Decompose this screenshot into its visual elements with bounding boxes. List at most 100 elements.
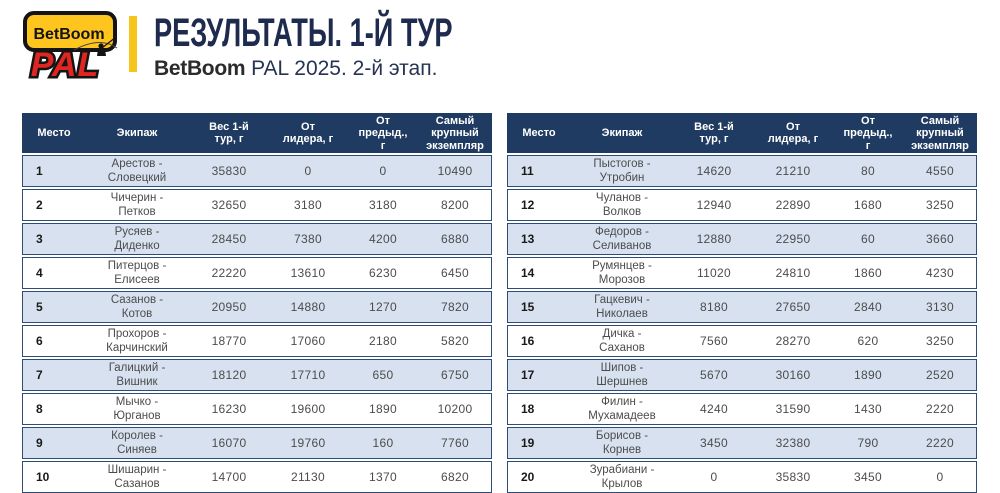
place-number: 2 <box>36 198 43 213</box>
place-number: 5 <box>36 300 43 315</box>
from-prev-value: 80 <box>861 164 875 179</box>
weight-value: 12880 <box>696 232 732 247</box>
weight-value: 7560 <box>700 334 728 349</box>
from-leader-value: 21210 <box>775 164 811 179</box>
biggest-fish-value: 3130 <box>926 300 954 315</box>
fisherman-icon <box>97 36 117 56</box>
from-leader-value: 27650 <box>775 300 811 315</box>
weight-value: 16070 <box>211 436 247 451</box>
col-header-from-prev: От предыд., г <box>358 115 408 152</box>
table-header-row: Место Экипаж Вес 1-й тур, г От лидера, г… <box>507 113 977 153</box>
team-name: Румянцев - Морозов <box>592 260 652 287</box>
weight-value: 32650 <box>211 198 247 213</box>
team-name: Королев - Синяев <box>111 430 163 457</box>
from-leader-value: 3180 <box>294 198 322 213</box>
from-leader-value: 28270 <box>775 334 811 349</box>
from-prev-value: 1890 <box>854 368 882 383</box>
from-leader-value: 13610 <box>290 266 326 281</box>
fishing-line-icon <box>73 42 118 51</box>
table-row: 4 Питерцов - Елисеев 22220 13610 6230 6450 <box>22 257 492 290</box>
place-number: 6 <box>36 334 43 349</box>
weight-value: 18770 <box>211 334 247 349</box>
yellow-divider-bar <box>129 16 137 72</box>
col-header-place: Место <box>37 127 71 140</box>
weight-value: 4240 <box>700 402 728 417</box>
logo-pal-text: PAL <box>31 46 99 82</box>
from-leader-value: 19600 <box>290 402 326 417</box>
biggest-fish-value: 2220 <box>926 402 954 417</box>
team-name: Чичерин - Петков <box>110 192 164 219</box>
team-name: Арестов - Словецкий <box>107 158 167 185</box>
team-name: Питерцов - Елисеев <box>107 260 167 287</box>
biggest-fish-value: 5820 <box>441 334 469 349</box>
biggest-fish-value: 8200 <box>441 198 469 213</box>
place-number: 9 <box>36 436 43 451</box>
from-prev-value: 620 <box>857 334 879 349</box>
from-prev-value: 4200 <box>369 232 397 247</box>
place-number: 18 <box>521 402 535 417</box>
results-page: BetBoom PAL РЕЗУЛЬТАТЫ. 1-Й ТУР BetBoom … <box>22 11 977 493</box>
betboom-pal-logo: BetBoom PAL <box>23 11 118 82</box>
from-leader-value: 0 <box>304 164 312 179</box>
weight-value: 14620 <box>696 164 732 179</box>
table-row: 10 Шишарин - Сазанов 14700 21130 1370 6820 <box>22 461 492 493</box>
from-leader-value: 19760 <box>290 436 326 451</box>
team-name: Мычко - Юрганов <box>113 396 161 423</box>
from-prev-value: 160 <box>372 436 394 451</box>
from-prev-value: 2180 <box>369 334 397 349</box>
from-prev-value: 1890 <box>369 402 397 417</box>
from-prev-value: 2840 <box>854 300 882 315</box>
biggest-fish-value: 10490 <box>437 164 473 179</box>
weight-value: 28450 <box>211 232 247 247</box>
col-header-place: Место <box>522 127 556 140</box>
col-header-team: Экипаж <box>116 127 158 140</box>
team-name: Гацкевич - Николаев <box>594 294 650 321</box>
col-header-weight: Вес 1-й тур, г <box>209 121 249 146</box>
from-leader-value: 32380 <box>775 436 811 451</box>
results-table-right: Место Экипаж Вес 1-й тур, г От лидера, г… <box>507 113 977 493</box>
biggest-fish-value: 4550 <box>926 164 954 179</box>
biggest-fish-value: 2220 <box>926 436 954 451</box>
table-row: 17 Шипов - Шершнев 5670 30160 1890 2520 <box>507 359 977 392</box>
table-row: 13 Федоров - Селиванов 12880 22950 60 3660 <box>507 223 977 256</box>
col-header-weight: Вес 1-й тур, г <box>694 121 734 146</box>
logo-yellow-box <box>23 11 117 52</box>
team-name: Федоров - Селиванов <box>592 226 652 253</box>
table-row: 11 Пыстогов - Утробин 14620 21210 80 4550 <box>507 155 977 188</box>
table-row: 3 Русяев - Диденко 28450 7380 4200 6880 <box>22 223 492 256</box>
table-row: 9 Королев - Синяев 16070 19760 160 7760 <box>22 427 492 460</box>
team-name: Сазанов - Котов <box>110 294 164 321</box>
biggest-fish-value: 10200 <box>437 402 473 417</box>
table-row: 7 Галицкий - Вишник 18120 17710 650 6750 <box>22 359 492 392</box>
biggest-fish-value: 7820 <box>441 300 469 315</box>
table-row: 20 Зурабиани - Крылов 0 35830 3450 0 <box>507 461 977 493</box>
col-header-biggest-fish: Самый крупный экземпляр <box>911 115 969 152</box>
table-row: 19 Борисов - Корнев 3450 32380 790 2220 <box>507 427 977 460</box>
team-name: Шишарин - Сазанов <box>107 464 167 491</box>
table-row: 12 Чуланов - Волков 12940 22890 1680 3250 <box>507 189 977 222</box>
col-header-biggest-fish: Самый крупный экземпляр <box>426 115 484 152</box>
from-leader-value: 31590 <box>775 402 811 417</box>
team-name: Русяев - Диденко <box>114 226 160 253</box>
biggest-fish-value: 7760 <box>441 436 469 451</box>
biggest-fish-value: 6880 <box>441 232 469 247</box>
team-name: Филин - Мухамадеев <box>588 396 656 423</box>
from-prev-value: 1270 <box>369 300 397 315</box>
from-prev-value: 1680 <box>854 198 882 213</box>
from-leader-value: 24810 <box>775 266 811 281</box>
place-number: 1 <box>36 164 43 179</box>
weight-value: 22220 <box>211 266 247 281</box>
place-number: 17 <box>521 368 535 383</box>
from-prev-value: 790 <box>857 436 879 451</box>
biggest-fish-value: 3250 <box>926 334 954 349</box>
weight-value: 8180 <box>700 300 728 315</box>
weight-value: 16230 <box>211 402 247 417</box>
from-leader-value: 14880 <box>290 300 326 315</box>
biggest-fish-value: 4230 <box>926 266 954 281</box>
from-prev-value: 60 <box>861 232 875 247</box>
weight-value: 18120 <box>211 368 247 383</box>
subtitle-rest: PAL 2025. 2-й этап. <box>245 57 438 80</box>
biggest-fish-value: 2520 <box>926 368 954 383</box>
weight-value: 12940 <box>696 198 732 213</box>
from-leader-value: 22950 <box>775 232 811 247</box>
